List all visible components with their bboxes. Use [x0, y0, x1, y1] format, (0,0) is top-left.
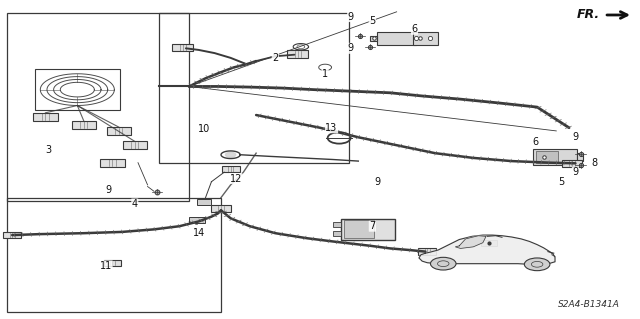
- Bar: [413, 32, 438, 45]
- Bar: [123, 141, 147, 149]
- Bar: [3, 232, 21, 238]
- Bar: [340, 219, 395, 240]
- Text: 5: 5: [369, 16, 376, 26]
- Bar: [344, 219, 374, 238]
- Bar: [287, 50, 308, 58]
- Bar: [33, 113, 58, 121]
- Text: 6: 6: [532, 137, 539, 147]
- Text: 9: 9: [374, 177, 381, 187]
- Bar: [481, 240, 497, 246]
- Text: 6: 6: [412, 24, 417, 34]
- Bar: [189, 217, 205, 223]
- Text: 8: 8: [591, 158, 598, 168]
- Polygon shape: [456, 236, 486, 249]
- Text: FR.: FR.: [577, 8, 600, 20]
- Bar: [159, 13, 349, 163]
- Circle shape: [524, 258, 550, 271]
- Text: 9: 9: [348, 43, 354, 53]
- Bar: [378, 32, 416, 45]
- Polygon shape: [419, 235, 555, 264]
- Text: 2: 2: [272, 53, 278, 63]
- Text: 13: 13: [325, 123, 338, 133]
- Bar: [211, 205, 230, 212]
- Text: S2A4-B1341A: S2A4-B1341A: [558, 300, 620, 309]
- Bar: [416, 36, 424, 41]
- Bar: [577, 153, 583, 161]
- Bar: [100, 159, 125, 167]
- Text: 9: 9: [105, 185, 111, 195]
- Text: 1: 1: [322, 69, 328, 79]
- Bar: [533, 149, 577, 165]
- Text: 7: 7: [369, 221, 376, 231]
- Bar: [419, 249, 436, 255]
- Text: 10: 10: [198, 124, 210, 134]
- Bar: [562, 160, 582, 167]
- Text: 11: 11: [100, 261, 112, 271]
- Bar: [536, 151, 557, 163]
- Polygon shape: [225, 152, 236, 157]
- Bar: [7, 13, 189, 201]
- Text: 4: 4: [132, 199, 138, 209]
- Bar: [333, 222, 340, 227]
- Text: 3: 3: [45, 145, 52, 155]
- Bar: [72, 121, 96, 129]
- Text: 12: 12: [230, 174, 242, 183]
- Bar: [370, 36, 378, 41]
- Bar: [173, 44, 193, 51]
- Circle shape: [431, 257, 456, 270]
- Text: 9: 9: [348, 11, 354, 22]
- Bar: [333, 231, 340, 236]
- Text: 14: 14: [193, 227, 205, 238]
- Bar: [197, 199, 211, 204]
- Text: 9: 9: [572, 132, 579, 142]
- Text: 5: 5: [558, 177, 564, 187]
- Bar: [35, 69, 120, 110]
- Bar: [107, 127, 131, 135]
- Text: 9: 9: [572, 167, 579, 177]
- Bar: [7, 197, 221, 312]
- Bar: [104, 260, 121, 266]
- Bar: [221, 166, 239, 172]
